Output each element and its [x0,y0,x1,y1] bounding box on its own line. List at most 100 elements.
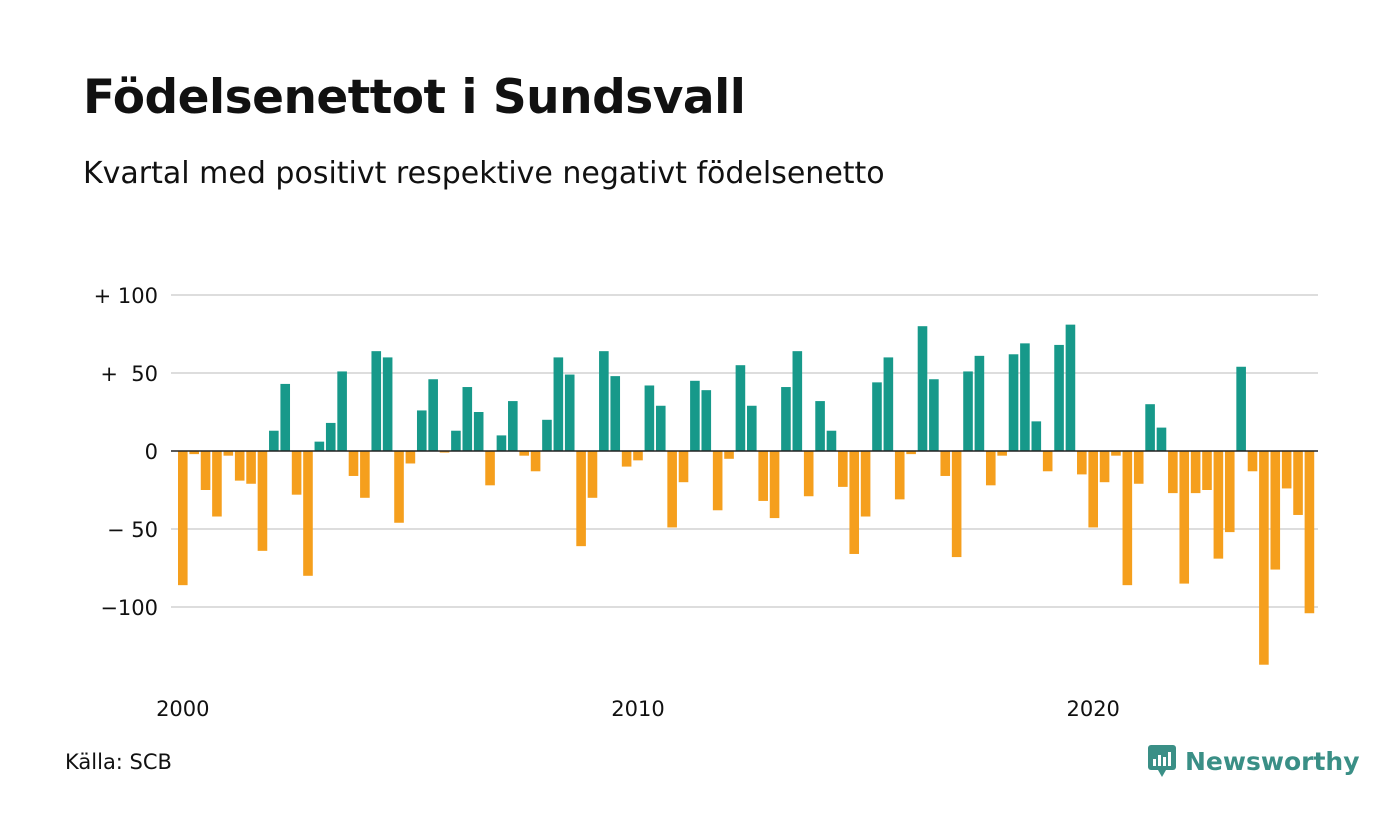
bar [872,382,882,451]
bar [1111,451,1121,456]
x-tick-label: 2020 [1066,697,1119,721]
bar [473,412,484,451]
bar [849,451,860,554]
bar [1224,451,1235,533]
bar [1236,366,1246,451]
bar [291,451,302,495]
bar [633,451,643,461]
bar [234,451,245,481]
bar [394,451,404,523]
bar [906,451,916,455]
bar [405,451,416,464]
bar [610,376,621,451]
bar [769,451,780,519]
bar [940,451,951,476]
newsworthy-logo: Newsworthy [1147,744,1360,778]
bar [212,451,222,517]
bar [1145,404,1155,451]
bar [428,379,438,451]
bar [997,451,1007,456]
bar [758,451,768,501]
bar [963,371,973,451]
bar [337,371,347,451]
bar [781,387,791,451]
bar [621,451,632,467]
bar [553,357,564,451]
bar [1304,451,1315,614]
bar [508,401,518,451]
bar [462,387,473,451]
bar [587,451,598,498]
bar [1054,344,1064,451]
bar [189,451,199,455]
bar [360,451,370,498]
bar [542,419,552,451]
bar [1247,451,1258,472]
bar [485,451,495,486]
bar [803,451,814,497]
bar [1281,451,1292,489]
bars [178,324,1315,665]
bar [929,379,939,451]
bar [1213,451,1224,559]
newsworthy-logo-icon [1148,745,1176,777]
bar [1008,354,1019,451]
bar [974,355,985,451]
chart-title: Födelsenettot i Sundsvall [83,70,746,125]
y-tick-label: 0 [145,440,158,464]
bar [1190,451,1201,494]
bar [917,326,928,451]
bar [1202,451,1212,490]
bar [1042,451,1053,472]
bar [371,351,382,451]
y-tick-label: + 50 [100,362,158,386]
chart-subtitle: Kvartal med positivt respektive negativt… [83,156,885,191]
bar [985,451,996,486]
bar [747,405,757,451]
x-tick-label: 2000 [156,697,209,721]
bar [883,357,894,451]
bar [860,451,871,517]
y-tick-label: + 100 [94,284,158,308]
bar [1259,451,1269,665]
bar [701,390,712,451]
bar [1168,451,1178,494]
y-tick-label: − 50 [107,518,158,542]
bar [644,385,655,451]
bar [439,451,450,453]
bar [678,451,689,483]
bar [576,451,586,547]
bar [735,365,746,451]
bar [1122,451,1133,586]
bar [200,451,211,490]
source-note: Källa: SCB [65,750,172,774]
bar [303,451,313,576]
bar [269,430,279,451]
bar [724,451,734,459]
bar [1088,451,1098,528]
bar [348,451,359,476]
bar [667,451,677,528]
bar [530,451,541,472]
bar [1293,451,1303,515]
bar [655,405,666,451]
bar [519,451,529,456]
bar [1065,324,1076,451]
bar [496,435,507,451]
bar [1133,451,1144,484]
x-axis-labels: 2000 2010 2020 [156,697,1120,721]
bar [690,380,700,451]
bar [1077,451,1087,475]
bar [1156,427,1167,451]
bar [792,351,803,451]
bar [325,422,336,451]
bar [1031,421,1042,451]
bar [382,357,393,451]
y-axis-labels: + 100 + 50 0 − 50 −100 [94,284,158,620]
bar [1099,451,1110,483]
bar [280,383,291,451]
bar [1179,451,1190,584]
bar [451,430,461,451]
brand-name: Newsworthy [1185,746,1360,776]
